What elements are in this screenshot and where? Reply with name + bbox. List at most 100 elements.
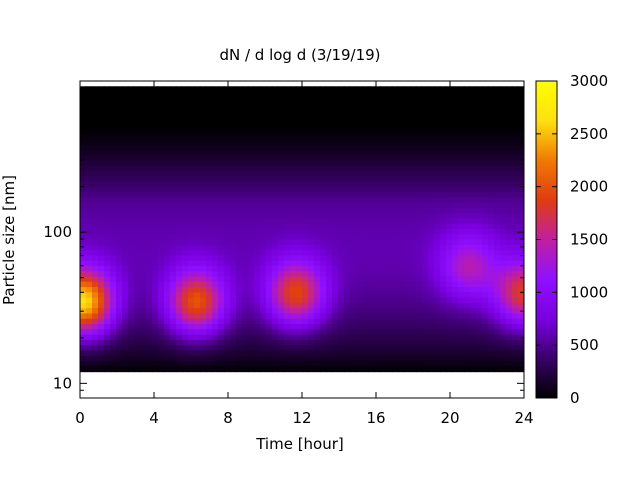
heatmap-cell (320, 117, 327, 124)
heatmap-cell (368, 366, 375, 373)
heatmap-cell (350, 239, 357, 246)
heatmap-cell (392, 355, 399, 362)
heatmap-cell (518, 292, 524, 299)
heatmap-cell (104, 86, 111, 93)
heatmap-cell (404, 239, 411, 246)
heatmap-cell (500, 255, 507, 262)
heatmap-cell (344, 202, 351, 209)
heatmap-cell (260, 117, 267, 124)
heatmap-cell (200, 202, 207, 209)
heatmap-cell (164, 128, 171, 135)
heatmap-cell (380, 223, 387, 230)
heatmap-cell (104, 207, 111, 214)
heatmap-cell (368, 287, 375, 293)
heatmap-cell (188, 176, 195, 182)
heatmap-cell (368, 207, 375, 214)
heatmap-cell (434, 112, 441, 119)
heatmap-cell (134, 191, 141, 198)
heatmap-cell (458, 128, 465, 135)
heatmap-cell (326, 128, 333, 135)
heatmap-cell (320, 149, 327, 156)
heatmap-cell (458, 318, 465, 325)
heatmap-cell (194, 191, 201, 198)
heatmap-cell (278, 154, 285, 161)
heatmap-cell (164, 287, 171, 293)
heatmap-cell (308, 260, 315, 267)
heatmap-cell (284, 181, 291, 188)
heatmap-cell (446, 213, 453, 219)
heatmap-cell (212, 239, 219, 246)
heatmap-cell (182, 260, 189, 267)
heatmap-cell (350, 102, 357, 109)
heatmap-cell (290, 96, 297, 103)
heatmap-cell (194, 297, 201, 304)
heatmap-cell (392, 197, 399, 204)
heatmap-cell (110, 250, 117, 256)
heatmap-cell (518, 345, 524, 352)
heatmap-cell (434, 265, 441, 272)
heatmap-cell (170, 117, 177, 124)
heatmap-cell (92, 128, 99, 135)
heatmap-cell (194, 339, 201, 346)
heatmap-cell (512, 339, 519, 346)
heatmap-cell (494, 313, 501, 320)
heatmap-cell (446, 128, 453, 135)
heatmap-cell (434, 302, 441, 309)
heatmap-cell (80, 91, 87, 98)
heatmap-cell (158, 297, 165, 304)
heatmap-cell (98, 96, 105, 103)
heatmap-cell (224, 96, 231, 103)
heatmap-cell (122, 244, 129, 251)
heatmap-cell (140, 213, 147, 219)
heatmap-cell (152, 265, 159, 272)
heatmap-cell (158, 366, 165, 373)
heatmap-cell (362, 154, 369, 161)
heatmap-cell (476, 228, 483, 235)
heatmap-cell (92, 133, 99, 140)
heatmap-cell (350, 207, 357, 214)
heatmap-cell (146, 176, 153, 182)
heatmap-cell (398, 133, 405, 140)
heatmap-cell (290, 334, 297, 341)
heatmap-cell (398, 361, 405, 367)
heatmap-cell (266, 292, 273, 299)
heatmap-cell (188, 239, 195, 246)
heatmap-cell (302, 176, 309, 182)
heatmap-cell (428, 144, 435, 151)
heatmap-cell (272, 228, 279, 235)
heatmap-cell (398, 207, 405, 214)
heatmap-cell (104, 96, 111, 103)
heatmap-cell (254, 86, 261, 93)
heatmap-cell (272, 123, 279, 130)
heatmap-cell (422, 186, 429, 193)
heatmap-cell (326, 154, 333, 161)
heatmap-cell (440, 197, 447, 204)
heatmap-cell (434, 160, 441, 167)
heatmap-cell (164, 297, 171, 304)
heatmap-cell (236, 260, 243, 267)
heatmap-cell (362, 234, 369, 241)
heatmap-cell (176, 260, 183, 267)
heatmap-cell (284, 144, 291, 151)
heatmap-cell (236, 123, 243, 130)
heatmap-cell (428, 260, 435, 267)
heatmap-cell (350, 165, 357, 172)
heatmap-cell (464, 287, 471, 293)
heatmap-cell (398, 154, 405, 161)
heatmap-cell (320, 144, 327, 151)
heatmap-cell (386, 123, 393, 130)
heatmap-cell (458, 244, 465, 251)
heatmap-cell (458, 287, 465, 293)
heatmap-cell (170, 228, 177, 235)
heatmap-cell (488, 276, 495, 283)
heatmap-cell (494, 186, 501, 193)
heatmap-cell (404, 361, 411, 367)
heatmap-cell (338, 86, 345, 93)
heatmap-cell (86, 107, 93, 114)
heatmap-cell (386, 213, 393, 219)
heatmap-cell (482, 361, 489, 367)
heatmap-cell (482, 223, 489, 230)
heatmap-cell (260, 223, 267, 230)
heatmap-cell (446, 339, 453, 346)
heatmap-cell (176, 228, 183, 235)
